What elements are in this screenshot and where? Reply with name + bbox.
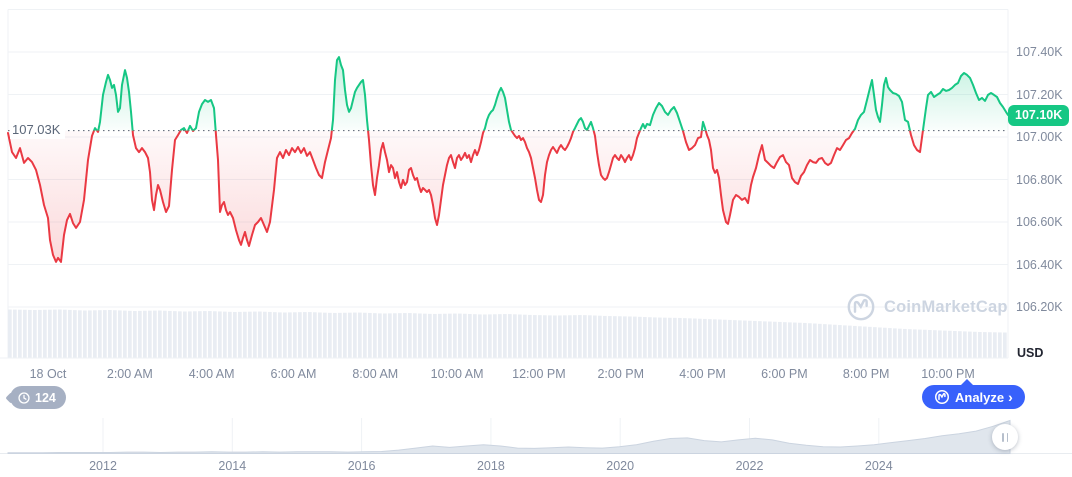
handle-grip-bar (1002, 432, 1004, 442)
x-axis-tick: 2:00 PM (597, 367, 645, 381)
timeline-year-label: 2018 (476, 459, 505, 473)
annotations-count-badge[interactable]: 124 (10, 386, 66, 409)
x-axis-tick: 6:00 AM (270, 367, 317, 381)
timeline-year-label: 2016 (347, 459, 376, 473)
y-axis-tick: 106.80K (1016, 172, 1063, 187)
watermark: CoinMarketCap (846, 292, 1008, 322)
handle-grip-bar (1006, 432, 1008, 442)
coinmarketcap-logo-icon (846, 292, 876, 322)
timeline-years: 2012 2014 2016 2018 2020 2022 2024 (0, 459, 1072, 475)
x-axis-tick: 10:00 PM (921, 367, 975, 381)
x-axis-tick: 12:00 PM (512, 367, 566, 381)
x-axis-tick: 4:00 PM (679, 367, 726, 381)
x-axis: 18 Oct 2:00 AM 4:00 AM 6:00 AM 8:00 AM 10:00 … (0, 367, 1072, 383)
annotations-count: 124 (35, 390, 56, 405)
timeline-year-label: 2020 (606, 459, 635, 473)
y-axis-tick: 107.20K (1016, 87, 1063, 102)
y-axis-tick: 107.00K (1016, 130, 1063, 144)
y-axis-unit: USD (1017, 346, 1044, 360)
history-clock-icon (17, 391, 31, 405)
coinmarketcap-badge-icon (934, 389, 950, 405)
y-axis-tick: 106.20K (1016, 300, 1063, 314)
x-axis-tick: 2:00 AM (106, 367, 153, 381)
x-axis-tick: 10:00 AM (430, 367, 484, 381)
price-chart-svg[interactable] (0, 0, 1072, 362)
timeline-range-handle[interactable] (992, 424, 1018, 450)
y-axis-tick: 107.40K (1016, 45, 1063, 59)
y-axis-tick: 106.60K (1016, 215, 1063, 229)
timeline-year-label: 2022 (735, 459, 764, 473)
timeline-year-label: 2014 (218, 459, 247, 473)
baseline-price-label: 107.03K (10, 121, 66, 139)
chevron-right-icon: › (1008, 389, 1013, 405)
x-axis-tick: 8:00 AM (352, 367, 399, 381)
analyze-button[interactable]: Analyze › (922, 379, 1025, 409)
watermark-text: CoinMarketCap (884, 297, 1008, 316)
timeline-year-label: 2012 (89, 459, 117, 473)
timeline-year-label: 2024 (864, 459, 893, 473)
timeline-minimap-svg[interactable] (0, 417, 1072, 457)
analyze-label: Analyze (955, 389, 1005, 405)
x-axis-tick: 18 Oct (29, 367, 67, 381)
x-axis-tick: 8:00 PM (842, 367, 890, 381)
x-axis-tick: 4:00 AM (188, 367, 235, 381)
y-axis-tick: 106.40K (1016, 257, 1063, 272)
x-axis-tick: 6:00 PM (761, 367, 808, 381)
last-price-badge: 107.10K (1008, 105, 1070, 126)
